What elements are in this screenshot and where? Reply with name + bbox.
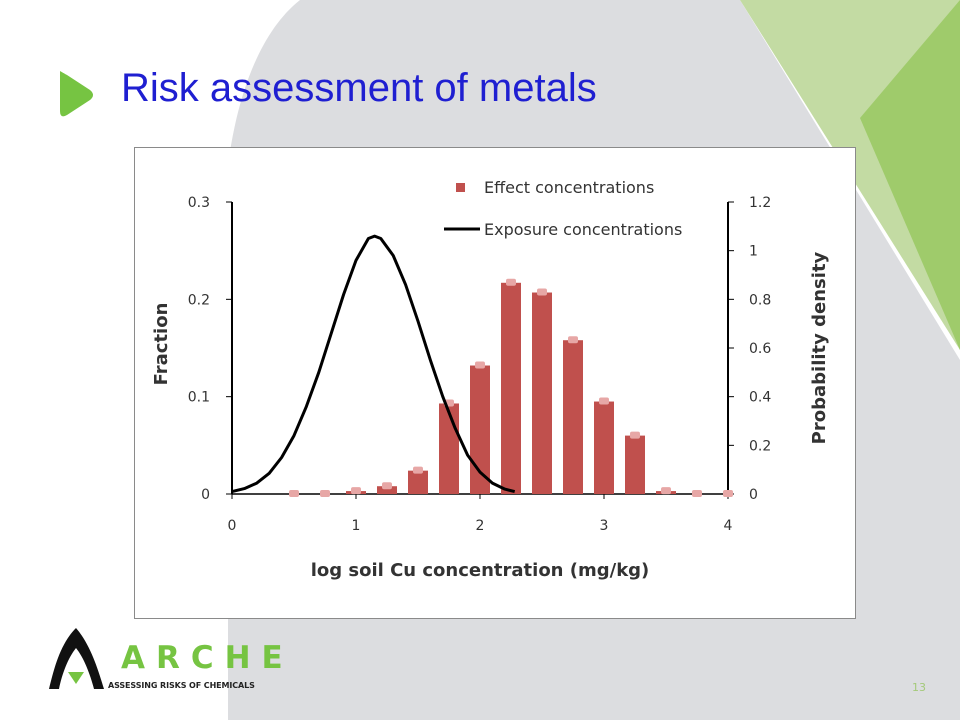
bar-marker <box>413 466 423 474</box>
y-tick-label: 0.2 <box>188 292 210 308</box>
y2-tick-label: 0.6 <box>749 341 771 357</box>
line-series <box>231 234 516 494</box>
bar-marker <box>382 482 392 490</box>
exposure-curve <box>231 234 516 494</box>
bar-marker <box>506 278 516 286</box>
bar <box>470 365 490 494</box>
x-tick-label: 3 <box>600 518 609 534</box>
logo-tagline: ASSESSING RISKS OF CHEMICALS <box>108 681 255 690</box>
bar <box>594 401 614 494</box>
bar-marker <box>599 397 609 405</box>
y2-tick-label: 1 <box>749 244 758 260</box>
bar-marker <box>320 490 330 497</box>
bar-marker <box>723 490 733 497</box>
chart-frame: 0 0.1 0.2 0.3 0 0.2 0.4 0.6 0.8 1 1.2 0 1 2 3 4 Effect … <box>134 147 856 619</box>
logo-triangle-icon <box>68 672 84 684</box>
bar <box>408 470 428 494</box>
bar-marker <box>692 490 702 497</box>
chart: 0 0.1 0.2 0.3 0 0.2 0.4 0.6 0.8 1 1.2 0 1 2 3 4 Effect … <box>151 178 830 581</box>
bar-marker <box>568 336 578 344</box>
bar-marker <box>537 288 547 296</box>
play-icon <box>60 71 93 117</box>
arche-logo-icon <box>49 628 104 689</box>
y2-tick-label: 0 <box>749 487 758 503</box>
y-tick-label: 0 <box>201 487 210 503</box>
bar <box>377 486 397 494</box>
tick-labels: 0 0.1 0.2 0.3 0 0.2 0.4 0.6 0.8 1 1.2 0 1 2 3 4 <box>188 195 772 534</box>
y-axis-label: Fraction <box>151 303 172 386</box>
bar-marker <box>351 487 361 495</box>
bar <box>501 282 521 494</box>
x-tick-label: 1 <box>352 518 361 534</box>
legend: Effect concentrations Exposure concentrat… <box>444 178 682 239</box>
x-tick-label: 2 <box>476 518 485 534</box>
y2-tick-label: 0.8 <box>749 292 771 308</box>
y2-tick-label: 0.2 <box>749 438 771 454</box>
slide-title: Risk assessment of metals <box>121 66 597 110</box>
logo-wordmark: ARCHE <box>121 640 294 676</box>
bar <box>563 340 583 494</box>
bar-marker <box>289 490 299 497</box>
page-number: 13 <box>912 681 926 694</box>
bar-marker <box>630 431 640 439</box>
legend-bar-swatch <box>456 183 465 192</box>
x-tick-label: 4 <box>724 518 733 534</box>
bar-series <box>289 278 733 497</box>
y2-tick-label: 0.4 <box>749 390 771 406</box>
y-tick-label: 0.1 <box>188 390 210 406</box>
logo-arch-shape <box>49 628 104 689</box>
x-tick-label: 0 <box>228 518 237 534</box>
bar-marker <box>475 361 485 369</box>
y2-axis-label: Probability density <box>809 251 830 444</box>
x-axis-label: log soil Cu concentration (mg/kg) <box>311 560 650 581</box>
y2-tick-label: 1.2 <box>749 195 771 211</box>
y-tick-label: 0.3 <box>188 195 210 211</box>
bar <box>532 292 552 494</box>
legend-line-label: Exposure concentrations <box>484 220 682 239</box>
background-accent-shape <box>860 0 960 350</box>
legend-bar-label: Effect concentrations <box>484 178 654 197</box>
bar <box>625 435 645 494</box>
bar <box>439 403 459 494</box>
bar-marker <box>661 487 671 495</box>
